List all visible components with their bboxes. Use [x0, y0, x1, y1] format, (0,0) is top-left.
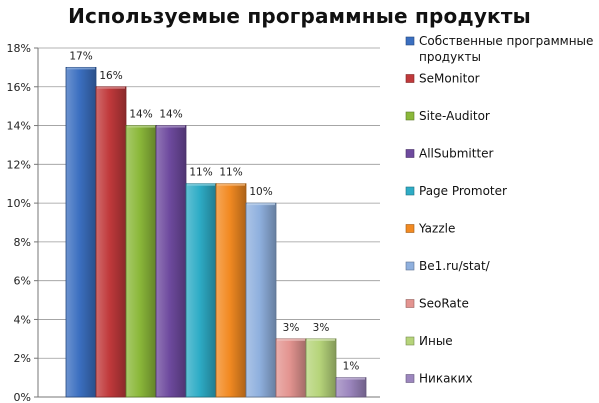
- bar: [155, 125, 187, 398]
- bar: [215, 183, 247, 398]
- data-label: 16%: [99, 70, 122, 82]
- data-label: 1%: [343, 361, 360, 373]
- legend-entry: Site-Auditor: [419, 109, 490, 123]
- legend-entry: Собственные программные продукты: [419, 34, 593, 64]
- bar-highlight: [337, 377, 365, 380]
- data-label: 14%: [159, 109, 182, 121]
- legend-entry: Иные: [419, 334, 453, 348]
- bar-highlight: [247, 203, 275, 206]
- y-tick-label: 0%: [14, 391, 31, 403]
- legend-entry: Yazzle: [418, 222, 455, 236]
- y-tick-label: 18%: [7, 42, 31, 55]
- legend-swatch: [405, 74, 415, 83]
- legend-entry: Be1.ru/stat/: [419, 259, 491, 273]
- bar: [305, 338, 337, 398]
- bar-highlight: [187, 183, 215, 186]
- legend-swatch: [405, 299, 415, 308]
- legend-swatch: [405, 149, 415, 158]
- y-tick-label: 2%: [14, 352, 31, 365]
- legend-entry: SeoRate: [419, 297, 469, 311]
- data-label: 11%: [219, 167, 242, 179]
- bar: [185, 183, 217, 398]
- legend-swatch: [405, 36, 415, 46]
- legend-entry: AllSubmitter: [419, 147, 494, 161]
- y-tick-label: 12%: [7, 158, 31, 171]
- y-tick-label: 6%: [14, 275, 31, 288]
- legend-entry: SeMonitor: [419, 72, 480, 86]
- y-tick-label: 14%: [7, 120, 31, 133]
- legend: Собственные программные продукты SeMonitor…: [405, 34, 593, 386]
- bar: [245, 202, 277, 398]
- data-label: 3%: [313, 322, 330, 334]
- legend-entry: Page Promoter: [419, 184, 507, 198]
- bar: [275, 338, 307, 398]
- bar-highlight: [97, 86, 125, 89]
- legend-swatch: [405, 111, 415, 121]
- data-label: 10%: [249, 186, 272, 198]
- y-tick-label: 4%: [14, 313, 31, 326]
- data-label: 3%: [283, 322, 300, 334]
- bar-highlight: [217, 183, 245, 186]
- bars: [65, 66, 367, 398]
- y-tick-label: 8%: [14, 236, 31, 249]
- bar-highlight: [157, 125, 185, 128]
- legend-entry: Никаких: [419, 372, 473, 386]
- bar: [335, 377, 367, 398]
- y-tick-label: 10%: [7, 197, 31, 210]
- legend-swatch: [405, 261, 415, 271]
- bar-highlight: [277, 338, 305, 341]
- data-label: 17%: [69, 50, 92, 62]
- legend-swatch: [405, 336, 415, 346]
- legend-swatch: [405, 374, 415, 383]
- data-label: 11%: [189, 167, 212, 179]
- bar-highlight: [67, 67, 95, 70]
- data-label: 14%: [129, 109, 152, 121]
- bar-highlight: [127, 125, 155, 128]
- legend-swatch: [405, 186, 415, 196]
- bar: [95, 86, 127, 398]
- y-tick-label: 16%: [7, 81, 31, 94]
- legend-swatch: [405, 224, 415, 233]
- data-labels: 17% 16% 14% 14% 11% 11% 10% 3% 3% 1%: [69, 50, 359, 372]
- chart-title: Используемые программные продукты: [68, 4, 531, 28]
- bar: [65, 66, 97, 398]
- bar-highlight: [307, 338, 335, 341]
- bar: [125, 125, 157, 398]
